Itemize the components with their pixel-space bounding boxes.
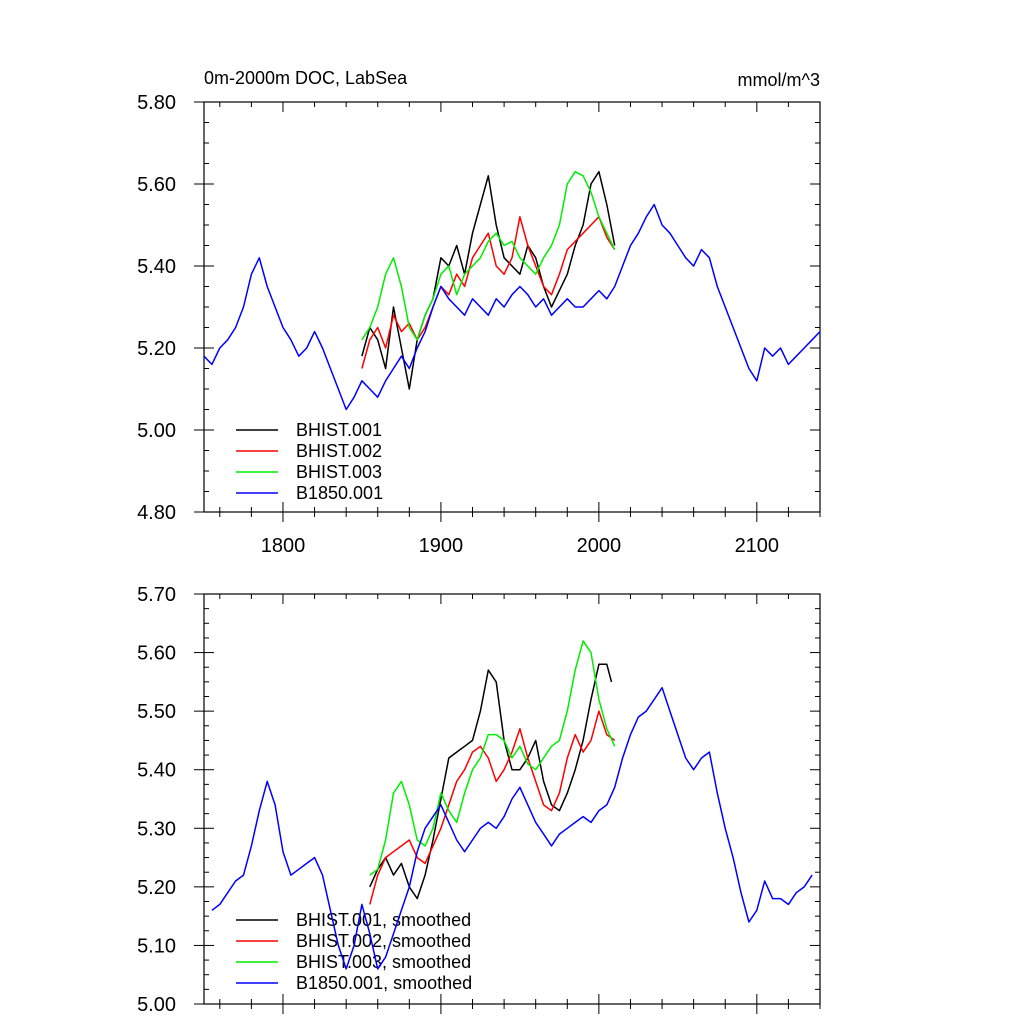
y-tick-label: 5.00 xyxy=(137,994,176,1016)
series-line xyxy=(369,663,613,900)
series-line xyxy=(203,203,821,411)
legend-label: BHIST.003 xyxy=(296,462,382,482)
top-panel: 4.80 5.00 5.20 5.40 5.60 5.80 1800 1900 2000 2100… xyxy=(137,92,821,557)
y-tick-label: 5.40 xyxy=(137,760,176,782)
legend-label: BHIST.001 xyxy=(296,420,382,440)
series-line xyxy=(361,216,616,369)
chart-title: 0m-2000m DOC, LabSea xyxy=(204,68,408,88)
series-line xyxy=(369,710,616,905)
series-line xyxy=(361,170,616,341)
y-tick-label: 5.30 xyxy=(137,818,176,840)
y-tick-label: 5.20 xyxy=(137,338,176,360)
legend-label: B1850.001 xyxy=(296,483,383,503)
x-tick-label: 2100 xyxy=(735,535,780,557)
y-tick-label: 5.60 xyxy=(137,174,176,196)
y-tick-label: 5.60 xyxy=(137,643,176,665)
y-tick-label: 5.70 xyxy=(137,584,176,606)
y-tick-label: 4.80 xyxy=(137,502,176,524)
legend-label: BHIST.001, smoothed xyxy=(296,910,471,930)
series-line xyxy=(211,686,813,970)
bottom-panel: 5.00 5.10 5.20 5.30 5.40 5.50 5.60 5.70 BHIST.00… xyxy=(137,584,821,1016)
y-tick-label: 5.50 xyxy=(137,701,176,723)
legend-label: BHIST.002 xyxy=(296,441,382,461)
chart-units: mmol/m^3 xyxy=(738,70,820,90)
y-tick-label: 5.10 xyxy=(137,935,176,957)
x-tick-label: 1800 xyxy=(261,535,306,557)
y-tick-label: 5.20 xyxy=(137,877,176,899)
y-tick-label: 5.80 xyxy=(137,92,176,114)
legend-label: BHIST.002, smoothed xyxy=(296,931,471,951)
x-tick-label: 2000 xyxy=(577,535,622,557)
series-line xyxy=(369,640,616,876)
x-tick-label: 1900 xyxy=(419,535,464,557)
y-tick-label: 5.00 xyxy=(137,420,176,442)
y-tick-label: 5.40 xyxy=(137,256,176,278)
legend-label: B1850.001, smoothed xyxy=(296,973,472,993)
legend-label: BHIST.003, smoothed xyxy=(296,952,471,972)
